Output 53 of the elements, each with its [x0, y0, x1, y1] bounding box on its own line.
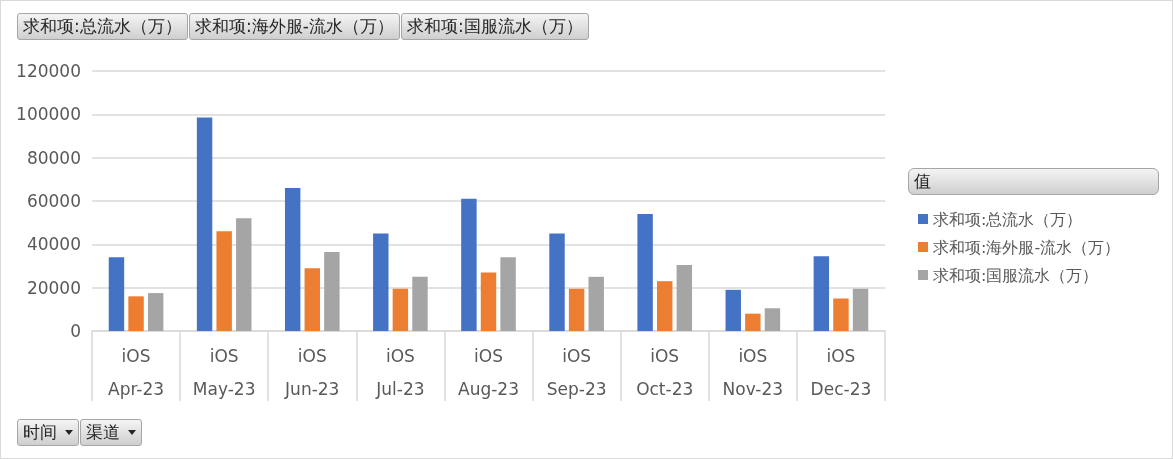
field-button: 求和项:海外服-流水（万）: [189, 13, 400, 40]
y-tick-label: 100000: [16, 104, 81, 125]
bar: [147, 293, 164, 331]
field-button: 求和项:总流水（万）: [17, 13, 188, 40]
x-tick-label: iOS Aug-23: [458, 345, 519, 399]
bar: [324, 251, 340, 331]
bar: [764, 308, 781, 331]
x-tick-label: iOS Apr-23: [108, 345, 165, 399]
y-tick-label: 40000: [26, 234, 81, 255]
bar: [373, 233, 389, 331]
legend-title: 值: [914, 170, 931, 193]
bar: [392, 288, 409, 331]
bar: [725, 289, 741, 331]
x-tick-label: iOS Oct-23: [636, 345, 694, 399]
x-tick-label: iOS Jun-23: [284, 345, 340, 399]
x-tick-label: iOS Dec-23: [810, 345, 872, 399]
x-tick-label: iOS Nov-23: [722, 345, 784, 399]
bar: [304, 268, 320, 331]
y-tick-label: 20000: [26, 277, 81, 298]
bar: [745, 313, 761, 331]
bar: [128, 296, 144, 331]
y-tick-label: 0: [70, 321, 81, 341]
field-button: 求和项:国服流水（万）: [401, 13, 589, 40]
bar: [216, 231, 232, 331]
legend-label: 求和项:海外服-流水（万）: [933, 237, 1121, 257]
field-button: 值: [908, 168, 1159, 195]
bar: [412, 276, 428, 331]
y-tick-label: 60000: [26, 191, 81, 211]
bar: [480, 272, 497, 331]
bar: [461, 198, 477, 331]
bar: [284, 188, 301, 331]
bar: [568, 288, 585, 331]
legend-label: 求和项:国服流水（万）: [933, 265, 1099, 285]
bar: [833, 298, 849, 331]
bar: [108, 257, 125, 331]
bar: [657, 281, 673, 331]
y-tick-label: 120000: [16, 61, 81, 81]
legend-label: 求和项:总流水（万）: [933, 209, 1083, 229]
x-tick-label: iOS Sep-23: [546, 345, 607, 399]
x-tick-label: iOS May-23: [192, 345, 256, 399]
y-tick-label: 80000: [26, 147, 81, 168]
bar: [588, 276, 604, 331]
bar: [196, 117, 213, 331]
field-button: 时间: [17, 419, 79, 446]
bar: [637, 214, 653, 331]
bar: [549, 233, 565, 331]
field-button: 渠道: [80, 419, 142, 446]
bar: [236, 218, 252, 331]
bar: [852, 288, 869, 331]
bar: [500, 257, 516, 331]
bar: [813, 256, 830, 331]
bar: [676, 264, 693, 331]
x-tick-label: iOS Jul-23: [375, 345, 425, 399]
